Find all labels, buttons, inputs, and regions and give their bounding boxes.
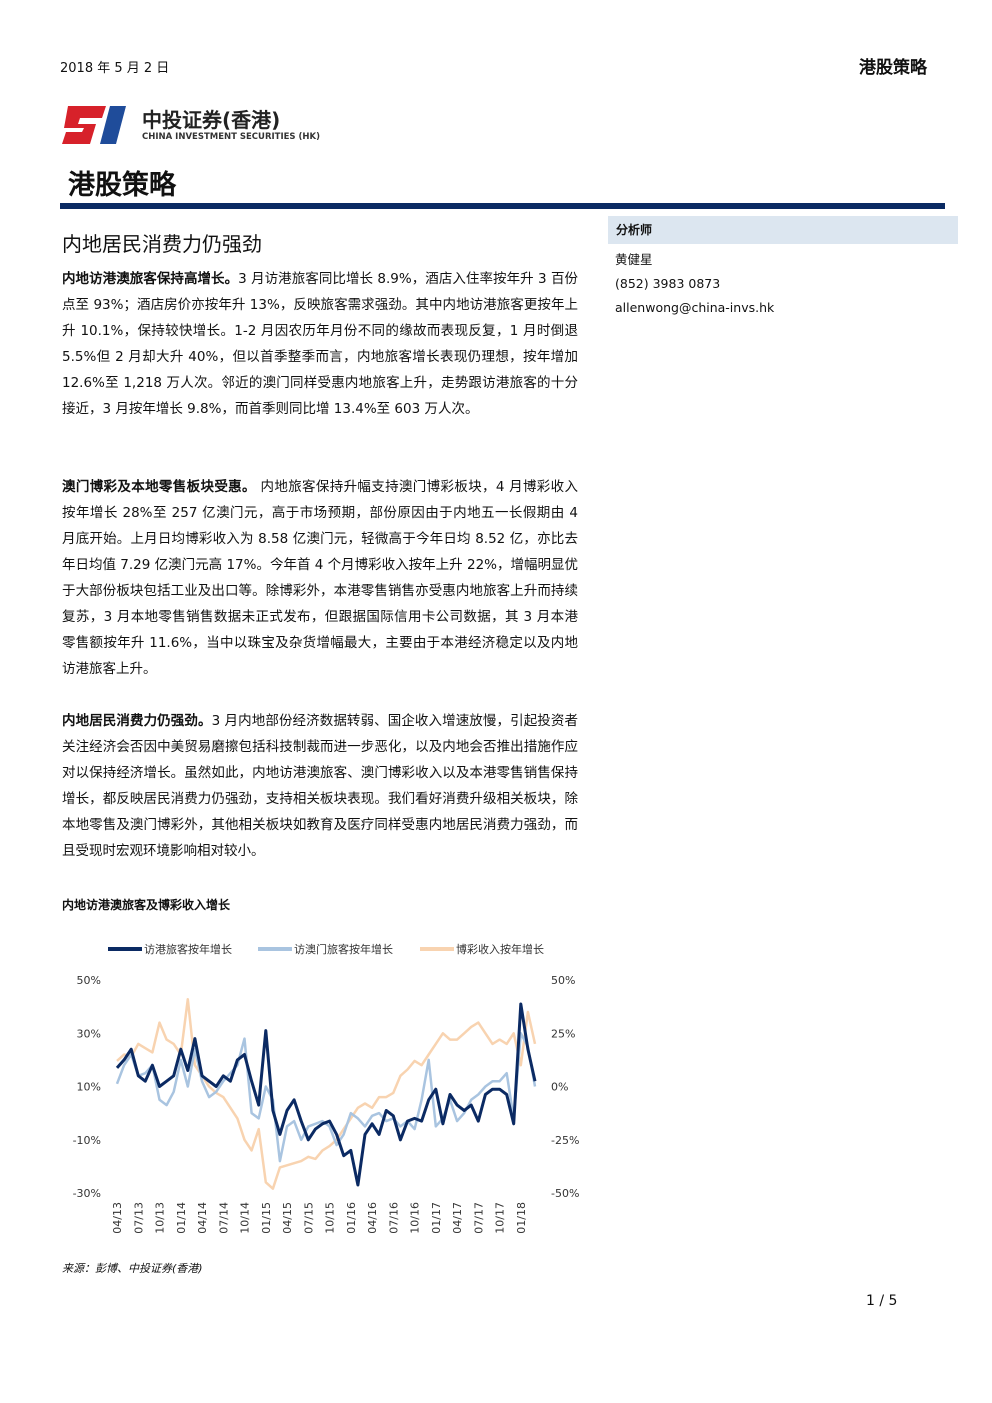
x-tick-label: 07/15 (302, 1202, 315, 1234)
lead: 内地访港澳旅客保持高增长。 (62, 271, 239, 287)
logo-name: 中投证券(香港) (142, 108, 281, 132)
chart-title: 内地访港澳旅客及博彩收入增长 (62, 898, 231, 912)
series-line (116, 997, 537, 1190)
x-tick-label: 10/15 (324, 1202, 337, 1234)
source: 来源：彭博、中投证券(香港) (62, 1262, 203, 1275)
x-tick-label: 01/14 (175, 1202, 188, 1234)
x-tick-label: 07/14 (217, 1202, 230, 1234)
analyst-email: allenwong@china-invs.hk (615, 300, 775, 315)
series-line (115, 1002, 537, 1187)
analyst-phone: (852) 3983 0873 (615, 276, 721, 291)
analyst-info: 黄健星 (852) 3983 0873 allenwong@china-invs… (615, 248, 774, 320)
x-tick-label: 04/13 (111, 1202, 124, 1234)
y-tick-label: 50% (77, 974, 101, 987)
text: 内地旅客保持升幅支持澳门博彩板块，4 月博彩收入按年增长 28%至 257 亿澳… (62, 479, 579, 677)
logo-english: CHINA INVESTMENT SECURITIES (HK) (142, 132, 320, 142)
x-tick-label: 01/18 (515, 1202, 528, 1234)
y-tick-label: -30% (73, 1187, 101, 1200)
x-tick-label: 10/17 (494, 1202, 507, 1234)
legend-label: 访港旅客按年增长 (144, 942, 232, 956)
y-tick-label: 30% (77, 1027, 101, 1040)
x-tick-label: 10/16 (409, 1202, 422, 1234)
paragraph: 澳门博彩及本地零售板块受惠。 内地旅客保持升幅支持澳门博彩板块，4 月博彩收入按… (62, 474, 578, 682)
header-title: 港股策略 (859, 58, 927, 78)
y2-tick-label: -50% (551, 1187, 579, 1200)
x-tick-label: 04/17 (451, 1202, 464, 1234)
x-tick-label: 01/15 (260, 1202, 273, 1234)
y2-tick-label: -25% (551, 1134, 579, 1147)
x-tick-label: 07/13 (132, 1202, 145, 1234)
y-tick-label: -10% (73, 1134, 101, 1147)
logo-mark (62, 106, 126, 144)
analyst-label: 分析师 (608, 216, 958, 244)
chart: 50% 30% 10% -10% -30% 50% 25% 0% -25% -50% 04/13 07… (73, 942, 580, 1234)
y2-tick-label: 25% (551, 1027, 575, 1040)
x-tick-label: 04/15 (281, 1202, 294, 1234)
x-tick-label: 07/16 (387, 1202, 400, 1234)
lead: 澳门博彩及本地零售板块受惠。 (62, 479, 256, 495)
paragraph: 内地访港澳旅客保持高增长。3 月访港旅客同比增长 8.9%，酒店入住率按年升 3… (62, 266, 578, 422)
paragraph: 内地居民消费力仍强劲。3 月内地部份经济数据转弱、国企收入增速放慢，引起投资者关… (62, 708, 578, 864)
x-tick-label: 07/17 (472, 1202, 485, 1234)
divider (60, 203, 945, 209)
x-tick-label: 01/17 (430, 1202, 443, 1234)
legend-label: 博彩收入按年增长 (456, 942, 544, 956)
x-tick-label: 10/14 (239, 1202, 252, 1234)
lead: 内地居民消费力仍强劲。 (62, 713, 212, 729)
x-tick-label: 01/16 (345, 1202, 358, 1234)
article-title: 内地居民消费力仍强劲 (62, 232, 262, 256)
text: 3 月访港旅客同比增长 8.9%，酒店入住率按年升 3 百份点至 93%；酒店房… (62, 271, 579, 417)
y2-tick-label: 0% (551, 1081, 568, 1094)
analyst-name: 黄健星 (615, 252, 653, 267)
text: 3 月内地部份经济数据转弱、国企收入增速放慢，引起投资者关注经济会否因中美贸易磨… (62, 713, 578, 859)
x-tick-label: 04/14 (196, 1202, 209, 1234)
date: 2018 年 5 月 2 日 (60, 61, 170, 76)
x-tick-label: 04/16 (366, 1202, 379, 1234)
page-number: 1 / 5 (866, 1293, 898, 1309)
y2-tick-label: 50% (551, 974, 575, 987)
x-tick-label: 10/13 (154, 1202, 167, 1234)
legend-label: 访澳门旅客按年增长 (294, 942, 393, 956)
section-title: 港股策略 (68, 170, 176, 201)
y-tick-label: 10% (77, 1081, 101, 1094)
